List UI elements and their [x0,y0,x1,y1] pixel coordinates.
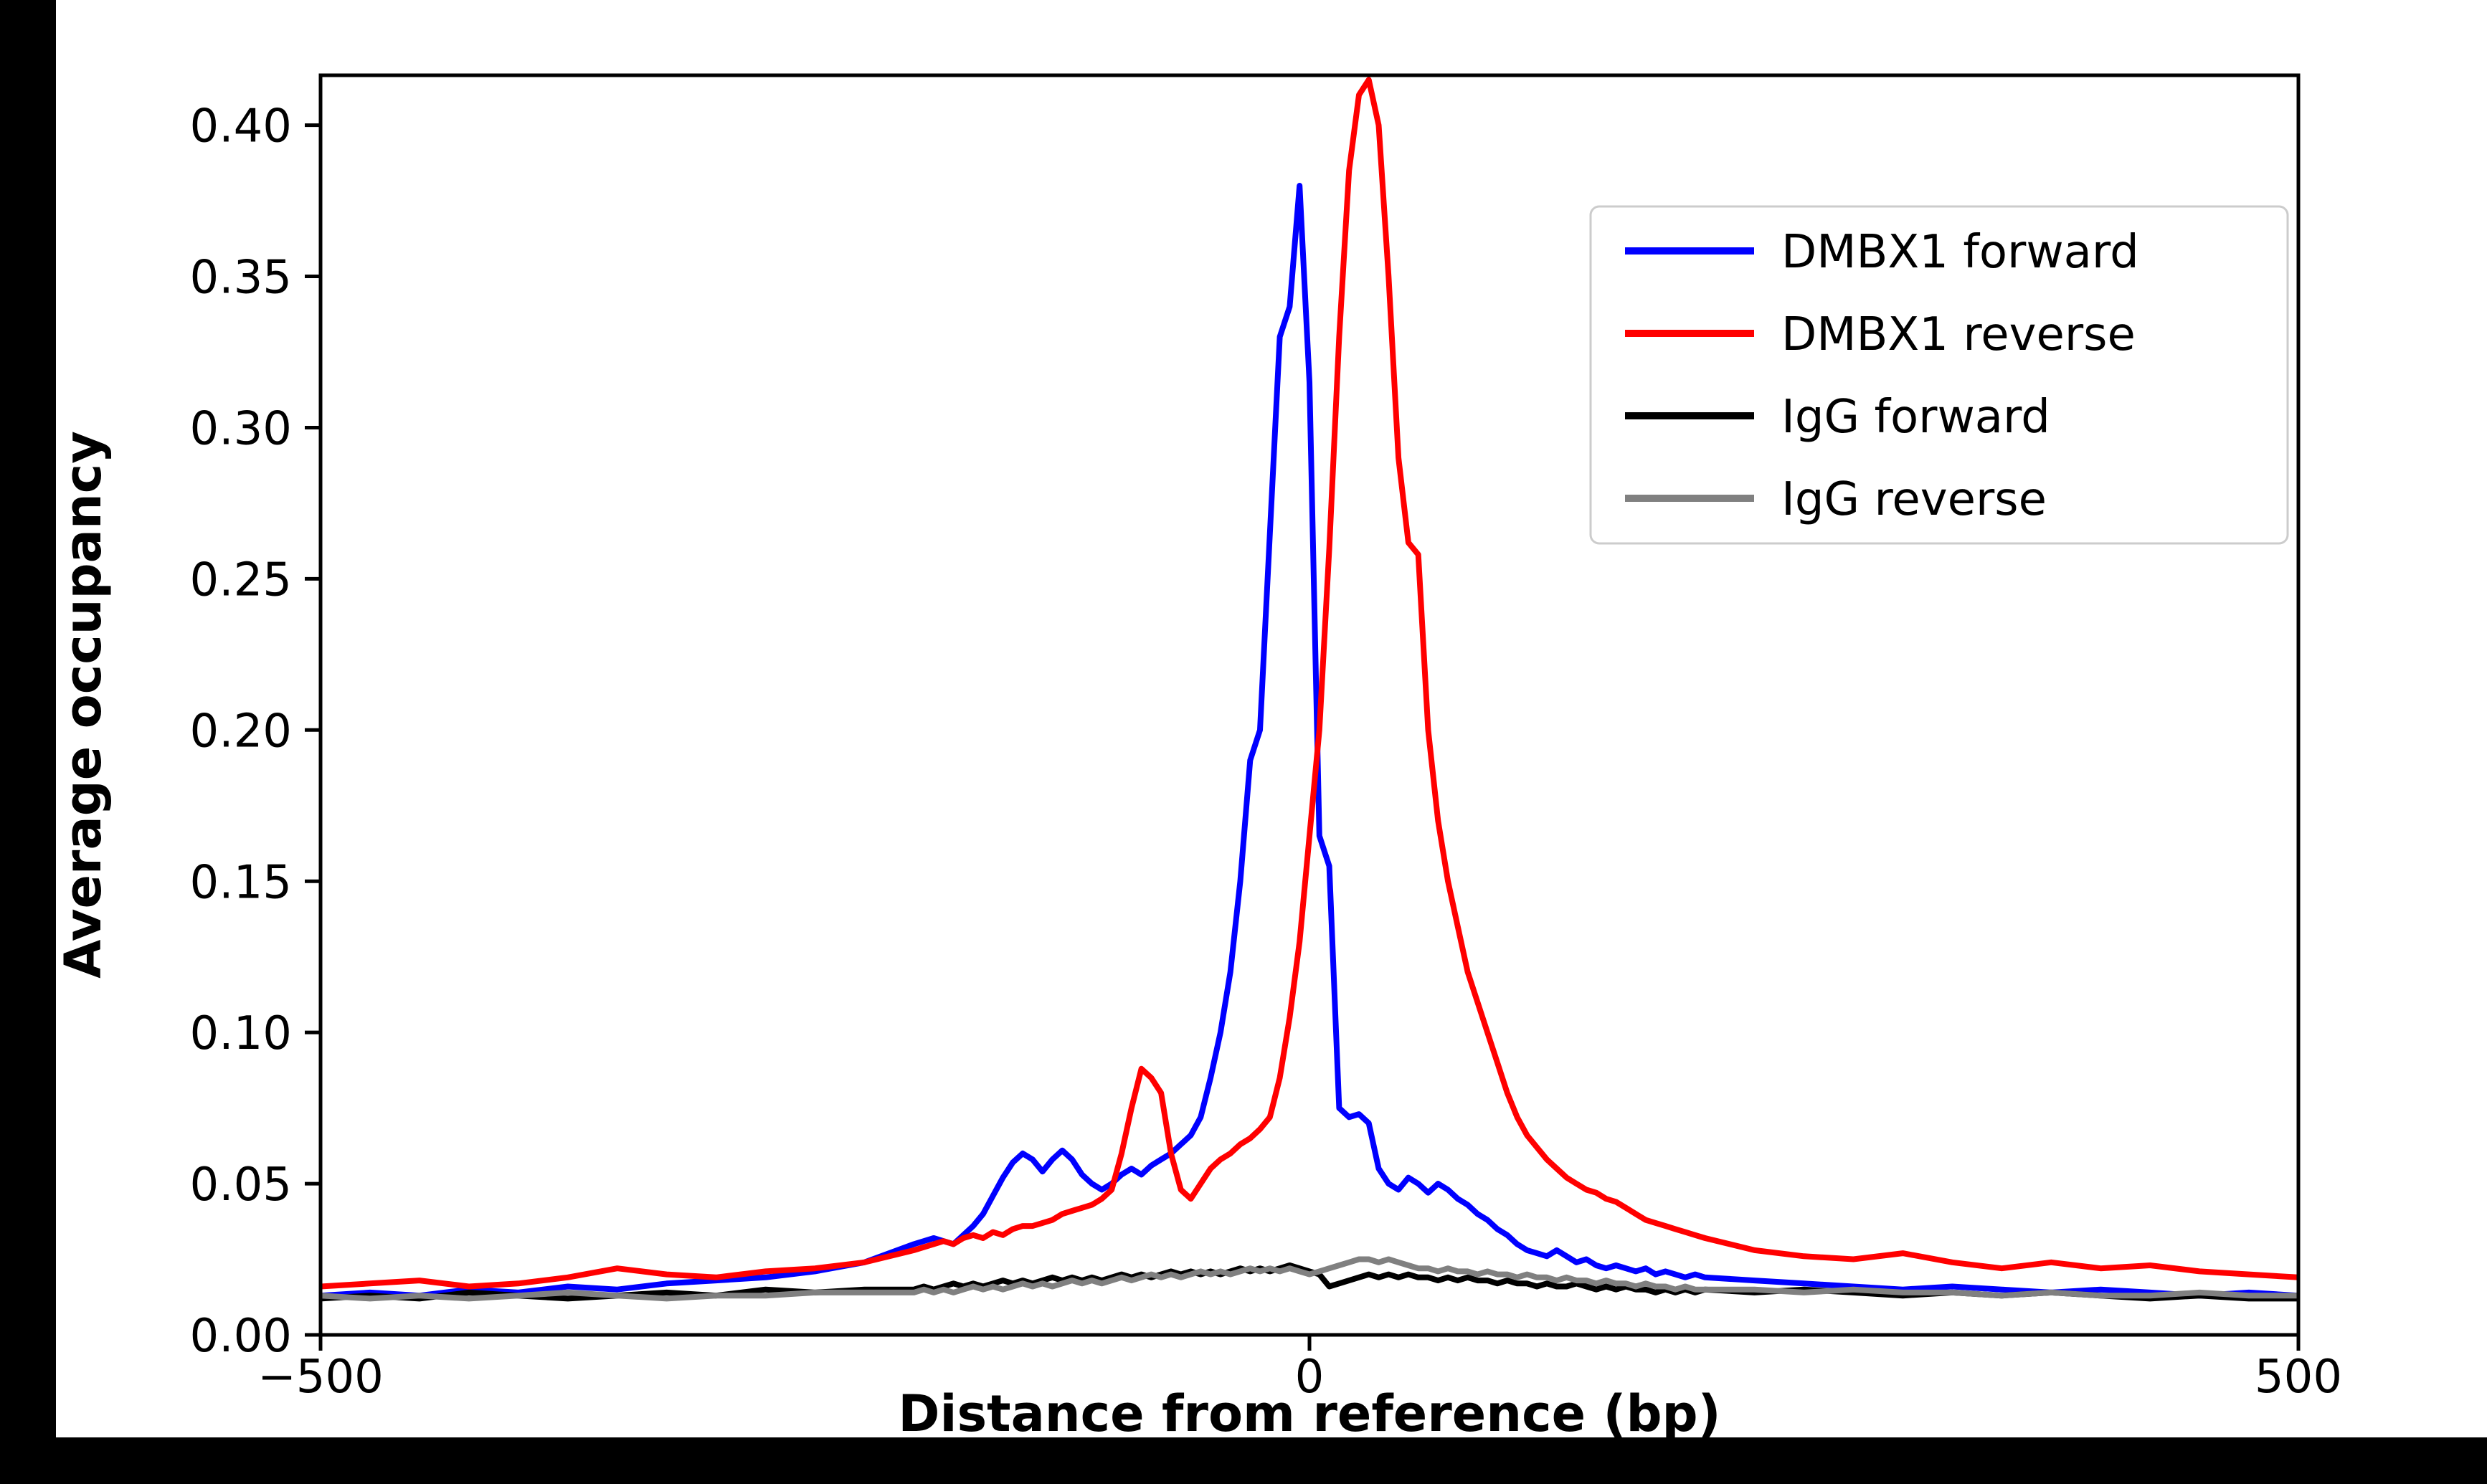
x-tick-label: 500 [2255,1351,2342,1404]
legend-label-igg-reverse: IgG reverse [1781,473,2047,526]
x-axis-ticks: −500 0 500 [257,1335,2342,1404]
y-tick-label: 0.00 [190,1310,293,1363]
y-tick-label: 0.10 [190,1007,293,1060]
x-tick-label: 0 [1295,1351,1325,1404]
series-line-igg-forward [321,1262,2298,1302]
y-tick-label: 0.35 [190,252,293,305]
x-tick-label: −500 [257,1351,384,1404]
y-tick-label: 0.15 [190,856,293,909]
y-tick-label: 0.25 [190,553,293,607]
series-line-dmbx1-forward [321,183,2298,1299]
y-tick-label: 0.40 [190,100,293,153]
series-lines [321,77,2298,1302]
series-line-dmbx1-reverse [321,77,2298,1290]
legend: DMBX1 forward DMBX1 reverse IgG forward IgG… [1589,205,2289,545]
legend-label-dmbx1-reverse: DMBX1 reverse [1781,308,2136,361]
y-tick-label: 0.30 [190,402,293,455]
y-tick-label: 0.05 [190,1159,293,1212]
y-tick-label: 0.20 [190,705,293,758]
x-axis-label: Distance from reference (bp) [898,1384,1720,1443]
series-line-igg-reverse [321,1256,2298,1302]
y-axis-label: Average occupancy [54,431,113,979]
legend-box [1589,205,2289,545]
y-axis-ticks: 0.00 0.05 0.10 0.15 0.20 0.25 0.30 0.35 0.40 [190,100,321,1363]
legend-label-igg-forward: IgG forward [1781,391,2050,444]
legend-label-dmbx1-forward: DMBX1 forward [1781,226,2139,279]
